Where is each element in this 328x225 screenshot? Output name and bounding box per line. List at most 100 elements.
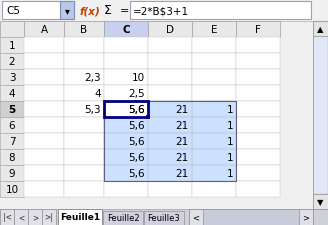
Bar — [236, 86, 280, 101]
Text: E: E — [211, 25, 217, 35]
Text: 5,6: 5,6 — [128, 105, 145, 115]
Text: 21: 21 — [176, 120, 189, 130]
Bar — [64, 133, 104, 149]
Bar — [148, 22, 192, 38]
Text: ▲: ▲ — [317, 25, 324, 34]
Text: 1: 1 — [226, 152, 233, 162]
Text: Σ: Σ — [104, 3, 112, 16]
Bar — [103, 211, 143, 225]
Bar — [313, 22, 328, 37]
Text: Feuille1: Feuille1 — [60, 213, 100, 222]
Bar — [24, 38, 64, 54]
Bar — [104, 101, 148, 117]
Bar — [148, 181, 192, 197]
Bar — [0, 117, 24, 133]
Bar — [192, 165, 236, 181]
Text: 3: 3 — [9, 73, 15, 83]
Bar — [14, 209, 28, 225]
Bar — [58, 209, 102, 225]
Bar — [148, 117, 192, 133]
Bar — [104, 117, 148, 133]
Bar — [148, 86, 192, 101]
Text: 1: 1 — [226, 136, 233, 146]
Text: B: B — [80, 25, 88, 35]
Bar — [64, 149, 104, 165]
Bar — [24, 165, 64, 181]
Bar — [24, 181, 64, 197]
Text: 5,6: 5,6 — [128, 168, 145, 178]
Text: Feuille2: Feuille2 — [107, 214, 139, 223]
Bar — [236, 22, 280, 38]
Bar — [236, 181, 280, 197]
Bar — [313, 22, 328, 209]
Bar — [104, 54, 148, 70]
Bar — [0, 181, 24, 197]
Bar — [148, 54, 192, 70]
Bar — [236, 54, 280, 70]
Bar — [104, 149, 148, 165]
Bar — [236, 117, 280, 133]
Bar — [236, 101, 280, 117]
Bar — [24, 54, 64, 70]
Bar — [189, 209, 203, 225]
Bar — [24, 117, 64, 133]
Text: 21: 21 — [176, 152, 189, 162]
Text: 2,5: 2,5 — [128, 89, 145, 99]
Bar — [24, 101, 64, 117]
Bar — [144, 211, 184, 225]
Bar — [104, 86, 148, 101]
Text: C: C — [122, 25, 130, 35]
Bar — [104, 101, 236, 181]
Bar — [104, 149, 148, 165]
Bar — [104, 101, 148, 117]
Bar — [104, 70, 148, 86]
Bar — [192, 133, 236, 149]
Bar — [236, 70, 280, 86]
Bar — [148, 133, 192, 149]
Text: 21: 21 — [176, 136, 189, 146]
Bar — [314, 38, 327, 193]
Bar — [64, 181, 104, 197]
Text: 5: 5 — [9, 105, 16, 115]
Text: 1: 1 — [226, 168, 233, 178]
Bar — [104, 133, 148, 149]
Bar — [192, 101, 236, 117]
Text: ▼: ▼ — [317, 197, 324, 206]
Bar — [148, 149, 192, 165]
Text: D: D — [166, 25, 174, 35]
Bar — [0, 165, 24, 181]
Bar — [0, 70, 24, 86]
Bar — [0, 54, 24, 70]
Bar — [104, 38, 148, 54]
Bar — [64, 101, 104, 117]
Bar — [104, 165, 148, 181]
Bar — [104, 101, 148, 117]
Text: |<: |< — [3, 213, 11, 222]
Text: C5: C5 — [6, 6, 20, 16]
Bar — [236, 165, 280, 181]
Bar — [104, 181, 148, 197]
Bar — [24, 86, 64, 101]
Bar — [104, 117, 148, 133]
Text: >: > — [32, 213, 38, 222]
Bar — [192, 101, 236, 117]
Bar — [146, 115, 150, 119]
Text: 2: 2 — [9, 57, 15, 67]
Text: >: > — [302, 213, 310, 222]
Bar — [0, 38, 24, 54]
Text: 5,6: 5,6 — [128, 152, 145, 162]
Bar — [148, 38, 192, 54]
Bar — [192, 117, 236, 133]
Text: 1: 1 — [9, 41, 15, 51]
Bar — [64, 38, 104, 54]
Text: <: < — [18, 213, 24, 222]
Bar — [104, 133, 148, 149]
Bar — [148, 101, 192, 117]
Bar — [236, 38, 280, 54]
Text: 5,6: 5,6 — [128, 120, 145, 130]
Bar — [192, 133, 236, 149]
Text: 4: 4 — [94, 89, 101, 99]
Bar — [64, 54, 104, 70]
Bar — [64, 86, 104, 101]
Bar — [24, 149, 64, 165]
